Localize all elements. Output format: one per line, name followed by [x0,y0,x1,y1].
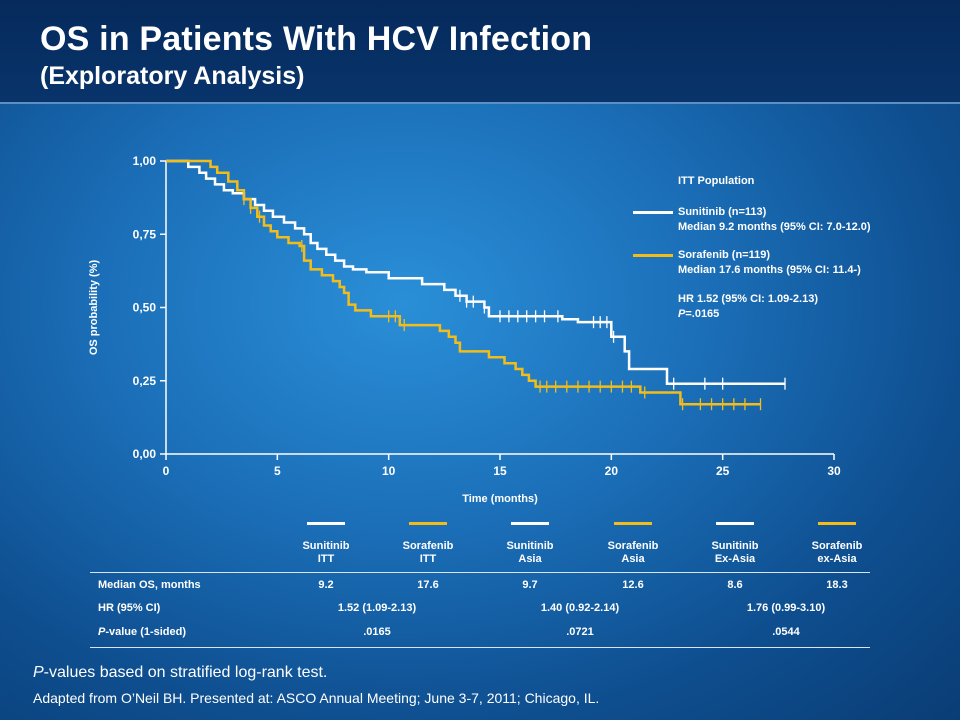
row-label-hr: HR (95% CI) [98,602,161,614]
header-divider [0,102,960,104]
col-swatch-5 [716,522,754,525]
legend-sorafenib-label: Sorafenib (n=119) [678,249,771,261]
slide-title: OS in Patients With HCV Infection [40,20,593,58]
km-survival-chart: 0,00 0,25 0,50 0,75 1,00 0 5 10 15 20 25 30 Time (mo… [88,154,841,505]
legend-sunitinib-label: Sunitinib (n=113) [678,206,767,218]
median-sorafenib-itt: 17.6 [417,579,439,591]
series-line-sunitinib [166,159,785,385]
col-swatch-2 [409,522,447,525]
hr-asia: 1.40 (0.92-2.14) [540,602,620,614]
x-tick-label: 25 [716,464,730,478]
median-sunitinib-itt: 9.2 [318,579,334,591]
table-rule-top [90,572,870,573]
hr-ex-asia: 1.76 (0.99-3.10) [746,602,826,614]
x-tick-label: 5 [274,464,281,478]
hazard-ratio: HR 1.52 (95% CI: 1.09-2.13) [678,293,819,305]
median-sorafenib-ex-asia: 18.3 [826,579,848,591]
y-tick-label: 0,50 [133,301,157,315]
median-sunitinib-ex-asia: 8.6 [727,579,743,591]
y-tick-label: 0,25 [133,374,157,388]
p-asia: .0721 [566,626,594,638]
p-value: P=.0165 [678,308,720,320]
y-tick-label: 1,00 [133,154,157,168]
x-tick-label: 15 [493,464,507,478]
x-tick-label: 10 [382,464,396,478]
col-swatch-3 [511,522,549,525]
col-header-sunitinib-itt: Sunitinib ITT [302,540,350,565]
hr-itt: 1.52 (1.09-2.13) [337,602,417,614]
hazard-ratio-stats: HR 1.52 (95% CI: 1.09-2.13) P=.0165 [678,292,818,322]
median-sunitinib-asia: 9.7 [522,579,538,591]
legend-swatch-sunitinib [633,211,673,214]
col-header-sorafenib-ex-asia: Sorafenib ex-Asia [811,540,863,565]
p-itt: .0165 [363,626,391,638]
col-swatch-1 [307,522,345,525]
x-axis-label: Time (months) [462,493,538,505]
p-ex-asia: .0544 [772,626,800,638]
col-swatch-4 [614,522,652,525]
footnote: P-values based on stratified log-rank te… [33,664,328,681]
col-swatch-6 [818,522,856,525]
series-line-sorafenib [166,159,761,406]
y-axis-label: OS probability (%) [88,259,100,355]
legend-sorafenib-median: Median 17.6 months (95% CI: 11.4-) [678,264,861,276]
table-rule-bottom [90,647,870,648]
x-tick-label: 0 [163,464,170,478]
legend-entry-sorafenib: Sorafenib (n=119) Median 17.6 months (95… [678,248,861,278]
y-tick-label: 0,75 [133,227,157,241]
col-header-sorafenib-itt: Sorafenib ITT [402,540,454,565]
row-label-median: Median OS, months [98,579,201,591]
y-tick-label: 0,00 [133,447,157,461]
legend-sunitinib-median: Median 9.2 months (95% CI: 7.0-12.0) [678,221,871,233]
source-citation: Adapted from O’Neil BH. Presented at: AS… [33,690,600,706]
slide-subtitle: (Exploratory Analysis) [40,62,305,90]
legend-swatch-sorafenib [633,254,673,257]
legend-title: ITT Population [678,175,755,187]
x-tick-label: 30 [827,464,841,478]
x-tick-label: 20 [605,464,619,478]
median-sorafenib-asia: 12.6 [622,579,644,591]
row-label-p-value: P-value (1-sided) [98,626,187,638]
col-header-sunitinib-ex-asia: Sunitinib Ex-Asia [711,540,759,565]
legend-entry-sunitinib: Sunitinib (n=113) Median 9.2 months (95%… [678,205,871,235]
title-bar: OS in Patients With HCV Infection (Explo… [0,0,960,102]
col-header-sorafenib-asia: Sorafenib Asia [607,540,659,565]
col-header-sunitinib-asia: Sunitinib Asia [506,540,554,565]
